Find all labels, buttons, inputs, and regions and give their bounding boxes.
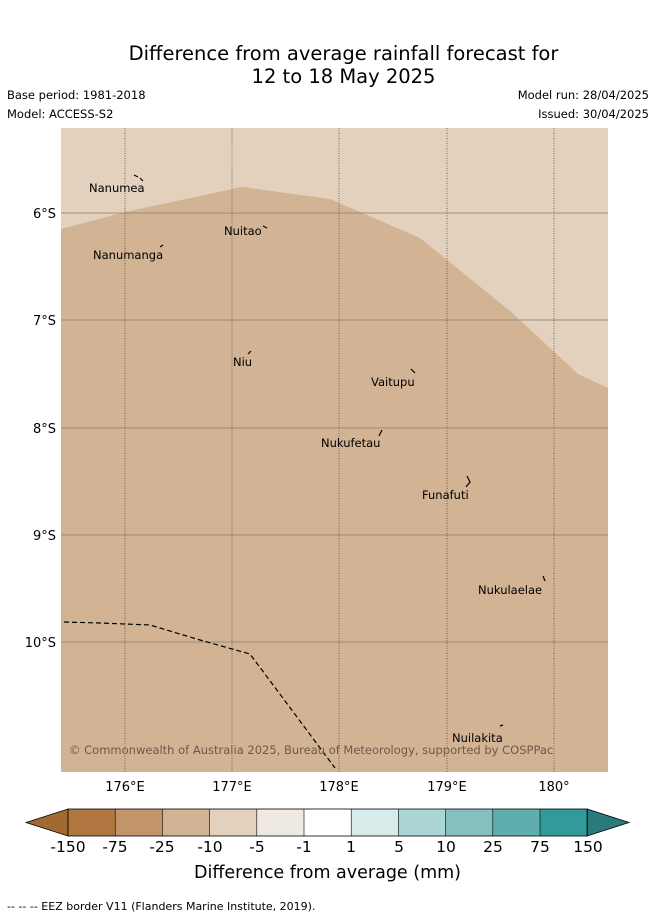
eez-border xyxy=(63,621,336,769)
colorbar-tick-label: -150 xyxy=(50,838,86,856)
colorbar-tick-label: -75 xyxy=(102,838,128,856)
latitude-tick-labels: 6°S 7°S 8°S 9°S 10°S xyxy=(25,207,56,651)
colorbar-segment xyxy=(492,809,540,836)
colorbar-tick-label: 5 xyxy=(394,838,404,856)
issued-label: Issued: 30/04/2025 xyxy=(538,107,649,121)
colorbar-frame xyxy=(67,808,588,837)
colorbar-tick-label: -10 xyxy=(197,838,223,856)
rainfall-map: Nanumea Nuitao Nanumanga Niu Vaitupu Nuk… xyxy=(24,128,631,837)
colorbar-tick-label: 10 xyxy=(436,838,456,856)
island-label-nukulaelae: Nukulaelae xyxy=(478,583,542,597)
lat-tick-label: 9°S xyxy=(33,529,56,544)
island-outlines xyxy=(133,174,546,727)
colorbar-tick-label: 1 xyxy=(346,838,356,856)
colorbar-tick-label: 75 xyxy=(530,838,550,856)
latitude-gridlines xyxy=(61,212,608,643)
longitude-tick-labels: 176°E 177°E 178°E 179°E 180° xyxy=(105,780,569,795)
base-period-label: Base period: 1981-2018 xyxy=(7,88,146,102)
lon-tick-label: 179°E xyxy=(427,780,467,795)
chart-title-line-2: 12 to 18 May 2025 xyxy=(251,65,436,88)
colorbar-tick-label: -5 xyxy=(249,838,265,856)
colorbar-tick-label: 150 xyxy=(573,838,603,856)
chart-title-line-1: Difference from average rainfall forecas… xyxy=(128,42,559,65)
model-run-label: Model run: 28/04/2025 xyxy=(517,88,649,102)
island-label-nukufetau: Nukufetau xyxy=(321,436,380,450)
colorbar-title: Difference from average (mm) xyxy=(193,863,462,883)
island-label-nanumea: Nanumea xyxy=(89,181,145,195)
island-label-nuilakita: Nuilakita xyxy=(452,731,503,745)
lat-tick-label: 10°S xyxy=(25,636,56,651)
colorbar-extension-low xyxy=(24,808,69,837)
lon-tick-label: 178°E xyxy=(319,780,359,795)
colorbar-tick-label: -1 xyxy=(296,838,312,856)
colorbar xyxy=(24,808,631,837)
colorbar-segment xyxy=(68,809,116,836)
island-label-nuitao: Nuitao xyxy=(224,224,262,238)
lon-tick-label: 177°E xyxy=(212,780,252,795)
lat-tick-label: 8°S xyxy=(33,422,56,437)
anomaly-region xyxy=(61,187,608,772)
lon-tick-label: 180° xyxy=(538,780,569,795)
eez-border-footnote: -- -- -- EEZ border V11 (Flanders Marine… xyxy=(7,900,316,913)
colorbar-segment xyxy=(445,809,493,836)
lat-tick-label: 6°S xyxy=(33,207,56,222)
colorbar-segment xyxy=(540,809,588,836)
island-label-funafuti: Funafuti xyxy=(422,488,469,502)
island-label-nanumanga: Nanumanga xyxy=(93,248,163,262)
colorbar-segment xyxy=(398,809,446,836)
island-label-vaitupu: Vaitupu xyxy=(371,375,415,389)
colorbar-segment xyxy=(115,809,163,836)
island-label-niu: Niu xyxy=(233,355,252,369)
colorbar-segment xyxy=(256,809,304,836)
copyright-notice: © Commonwealth of Australia 2025, Bureau… xyxy=(69,743,553,757)
colorbar-segment xyxy=(209,809,257,836)
colorbar-segment xyxy=(351,809,399,836)
lat-tick-label: 7°S xyxy=(33,314,56,329)
colorbar-segment xyxy=(162,809,210,836)
colorbar-extension-high xyxy=(586,808,631,837)
lon-tick-label: 176°E xyxy=(105,780,145,795)
island-labels: Nanumea Nuitao Nanumanga Niu Vaitupu Nuk… xyxy=(89,181,542,745)
model-label: Model: ACCESS-S2 xyxy=(7,107,114,121)
colorbar-tick-label: -25 xyxy=(149,838,175,856)
colorbar-tick-label: 25 xyxy=(483,838,503,856)
colorbar-segment xyxy=(304,809,352,836)
